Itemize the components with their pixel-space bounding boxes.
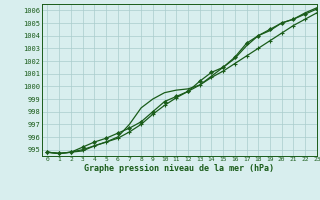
X-axis label: Graphe pression niveau de la mer (hPa): Graphe pression niveau de la mer (hPa)	[84, 164, 274, 173]
